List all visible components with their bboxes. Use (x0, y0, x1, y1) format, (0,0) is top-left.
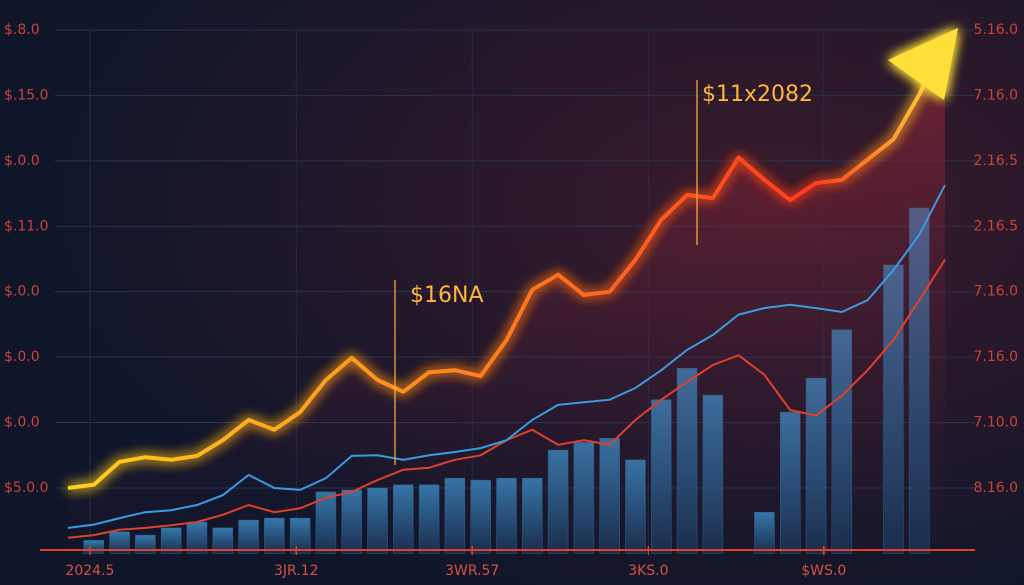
x-tick-label: 3JR.12 (274, 563, 319, 579)
y2-tick-label: 7.16.0 (973, 284, 1018, 300)
y2-tick-label: 2.16.5 (973, 153, 1018, 169)
y-tick-label: $5.0.0 (4, 480, 49, 496)
y2-tick-label: 5.16.0 (973, 22, 1018, 38)
y2-tick-label: 7.16.0 (973, 87, 1018, 103)
y-tick-label: $.0.0 (4, 153, 40, 169)
y-tick-label: $.0.0 (4, 349, 40, 365)
x-tick-label: $WS.0 (801, 563, 846, 579)
y2-tick-label: 8.16.0 (973, 480, 1018, 496)
y-tick-label: $.15.0 (4, 87, 49, 103)
y2-tick-label: 2.16.5 (973, 218, 1018, 234)
glow-line (67, 38, 947, 490)
y2-tick-label: 7.10.0 (973, 415, 1018, 431)
y-tick-label: $.11.0 (4, 218, 49, 234)
plot (67, 38, 947, 554)
x-tick-label: 3WR.57 (445, 563, 499, 579)
x-tick-label: 3KS.0 (628, 563, 668, 579)
area (68, 39, 945, 554)
annotation: $16NA (410, 283, 484, 308)
x-tick-label: 2024.5 (65, 563, 114, 579)
y-tick-label: $.0.0 (4, 284, 40, 300)
y2-tick-label: 7.16.0 (973, 349, 1018, 365)
annotation: $11x2082 (702, 82, 813, 107)
arrow-head (888, 28, 958, 100)
y-tick-label: $.0.0 (4, 415, 40, 431)
line (67, 184, 946, 529)
y-tick-label: $.8.0 (4, 22, 40, 38)
